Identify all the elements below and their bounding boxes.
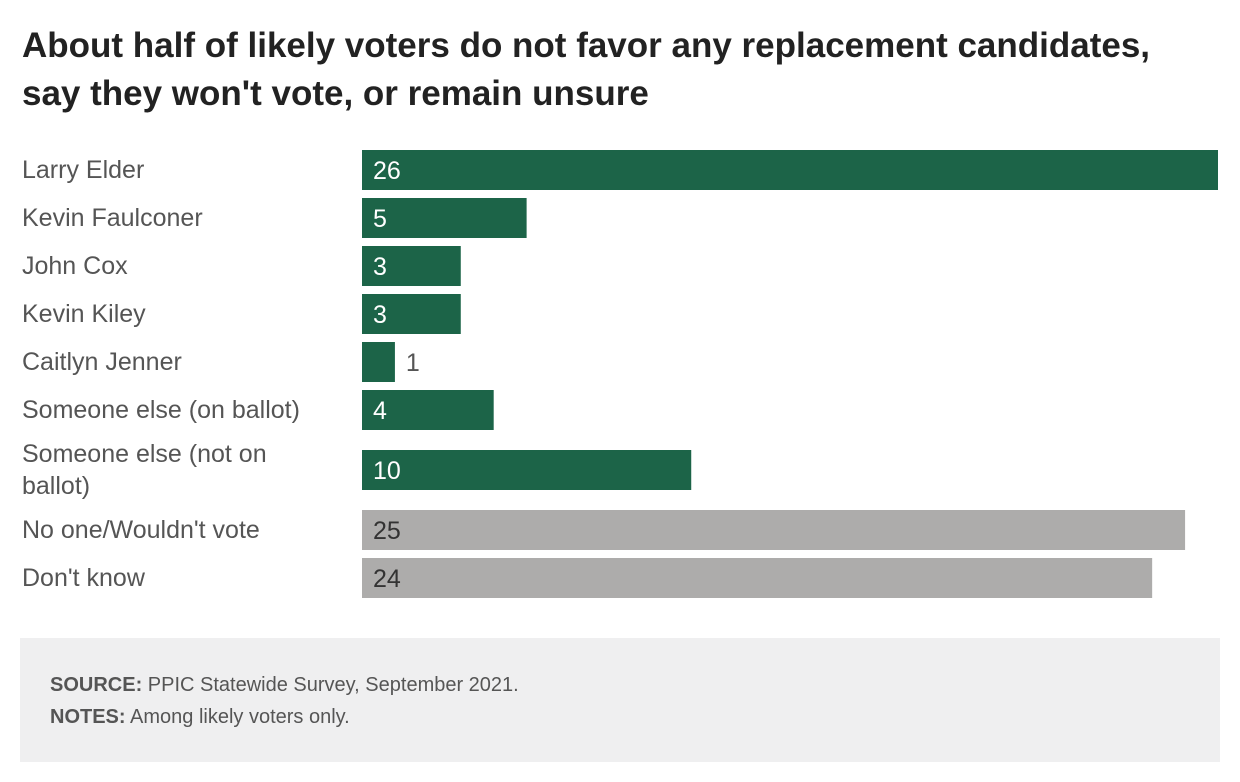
bar [362, 558, 1153, 598]
bar [362, 294, 461, 334]
notes-text: Among likely voters only. [130, 706, 350, 728]
bar [362, 150, 1218, 190]
category-label: Someone else (not on ballot) [22, 440, 267, 500]
category-label: No one/Wouldn't vote [22, 516, 260, 544]
bar-chart: Larry Elder 26 Kevin Faulconer 5 John Cox 3 Ke… [22, 150, 1218, 598]
value-label: 25 [373, 517, 401, 545]
value-label: 26 [373, 157, 401, 185]
value-label: 24 [373, 565, 401, 593]
source-note: SOURCE: PPIC Statewide Survey, September… [50, 674, 519, 697]
bar [362, 342, 395, 382]
notes-note: NOTES: Among likely voters only. [50, 706, 350, 729]
source-label: SOURCE: [50, 674, 143, 696]
value-label: 10 [373, 457, 401, 485]
bar [362, 510, 1186, 550]
footer-panel: SOURCE: PPIC Statewide Survey, September… [20, 638, 1220, 762]
bar [362, 390, 494, 430]
category-label: John Cox [22, 252, 128, 280]
chart-title: About half of likely voters do not favor… [22, 26, 1151, 113]
value-label: 4 [373, 397, 387, 425]
bar [362, 450, 692, 490]
category-label: Larry Elder [22, 156, 144, 184]
category-label: Caitlyn Jenner [22, 348, 182, 376]
value-label: 5 [373, 205, 387, 233]
category-label: Someone else (on ballot) [22, 396, 300, 424]
category-label: Kevin Kiley [22, 300, 146, 328]
value-label: 3 [373, 301, 387, 329]
category-label: Kevin Faulconer [22, 204, 203, 232]
bar [362, 198, 527, 238]
value-label: 3 [373, 253, 387, 281]
category-label: Don't know [22, 564, 146, 592]
bar [362, 246, 461, 286]
source-text: PPIC Statewide Survey, September 2021. [147, 674, 519, 696]
value-label: 1 [406, 349, 420, 377]
notes-label: NOTES: [50, 706, 126, 728]
